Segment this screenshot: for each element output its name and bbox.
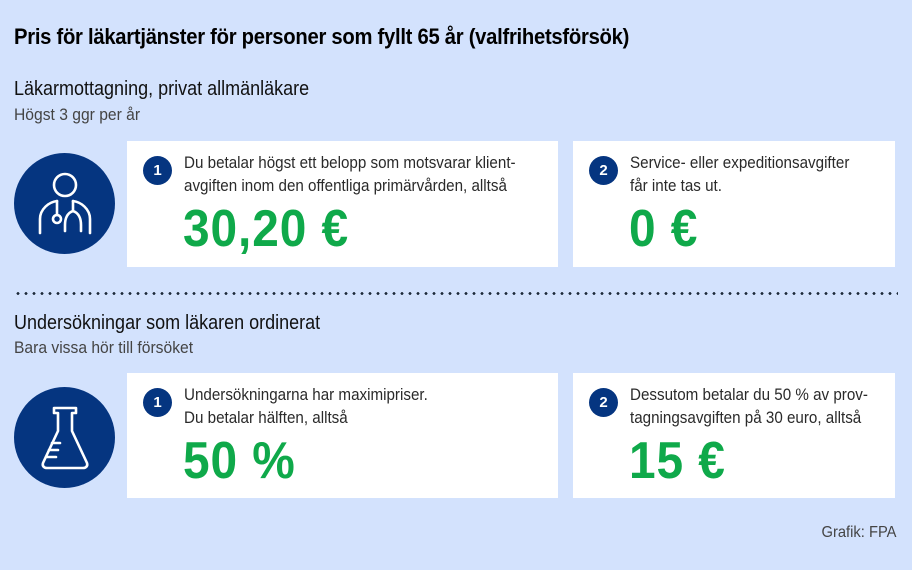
lab-flask-icon	[40, 406, 89, 469]
step-badge: 2	[589, 388, 618, 417]
price-value: 0 €	[629, 200, 699, 258]
section-heading-doctor-visit: Läkarmottagning, privat allmänläkare	[14, 78, 310, 100]
doctor-icon-badge	[14, 153, 115, 254]
graphic-credit: Grafik: FPA	[821, 524, 896, 541]
card-sampling-fee: 2 Dessutom betalar du 50 % av prov- tagn…	[573, 373, 895, 498]
step-badge: 1	[143, 388, 172, 417]
price-value: 50 %	[183, 432, 296, 490]
step-badge: 2	[589, 156, 618, 185]
card-description: Service- eller expeditionsavgifter får i…	[630, 154, 850, 195]
section-heading-examinations: Undersökningar som läkaren ordinerat	[14, 312, 321, 334]
card-service-fee: 2 Service- eller expeditionsavgifter får…	[573, 141, 895, 267]
card-description: Du betalar högst ett belopp som motsvara…	[184, 154, 516, 195]
section-subheading-examinations: Bara vissa hör till försöket	[14, 338, 194, 357]
card-description: Dessutom betalar du 50 % av prov- tagnin…	[630, 386, 868, 427]
page-title: Pris för läkartjänster för personer som …	[14, 24, 630, 49]
card-examination-price: 1 Undersökningarna har maximipriser. Du …	[127, 373, 558, 498]
card-doctor-fee: 1 Du betalar högst ett belopp som motsva…	[127, 141, 558, 267]
step-badge: 1	[143, 156, 172, 185]
price-value: 15 €	[629, 432, 726, 490]
section-subheading-doctor-visit: Högst 3 ggr per år	[14, 105, 141, 124]
doctor-stethoscope-icon	[38, 172, 91, 234]
price-value: 30,20 €	[183, 200, 350, 258]
dotted-divider	[14, 292, 898, 295]
card-description: Undersökningarna har maximipriser. Du be…	[184, 386, 428, 427]
flask-icon-badge	[14, 387, 115, 488]
